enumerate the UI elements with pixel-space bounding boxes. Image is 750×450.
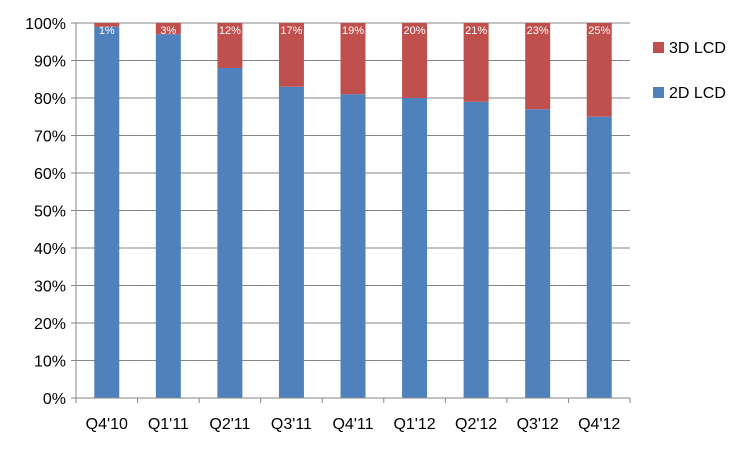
x-tick-label: Q2'11	[209, 416, 250, 433]
bar-2d-lcd	[463, 101, 489, 398]
bar-2d-lcd	[340, 94, 366, 398]
bar-3d-lcd	[155, 23, 181, 35]
data-label: 21%	[465, 25, 487, 37]
data-label: 20%	[404, 25, 426, 37]
bar-3d-lcd	[94, 23, 120, 27]
x-tick-label: Q4'12	[578, 416, 620, 433]
x-tick-label: Q4'10	[86, 416, 128, 433]
x-tick-label: Q3'12	[517, 416, 559, 433]
x-tick-label: Q1'12	[393, 416, 435, 433]
legend-swatch	[653, 42, 664, 53]
bar-2d-lcd	[155, 34, 181, 398]
data-label: 17%	[280, 25, 302, 37]
data-label: 12%	[219, 25, 241, 37]
y-tick-label: 0%	[43, 391, 66, 408]
bar-3d-lcd	[525, 23, 551, 110]
y-axis-ticks: 0% 10% 20% 30% 40% 50% 60% 70% 80% 90% 100%	[25, 16, 76, 408]
bar-2d-lcd	[525, 109, 551, 398]
data-label: 23%	[527, 25, 549, 37]
x-tick-label: Q1'11	[148, 416, 189, 433]
legend-label: 3D LCD	[669, 40, 726, 57]
data-label: 25%	[588, 25, 610, 37]
y-tick-label: 30%	[34, 279, 66, 296]
data-label: 19%	[342, 25, 364, 37]
bars	[94, 23, 612, 398]
data-labels: 1% 3% 12% 17% 19% 20% 21% 23% 25%	[99, 25, 611, 37]
y-tick-label: 10%	[34, 354, 66, 371]
legend: 3D LCD 2D LCD	[653, 40, 726, 102]
bar-2d-lcd	[402, 98, 428, 398]
bar-2d-lcd	[217, 68, 243, 398]
x-tick-label: Q2'12	[455, 416, 497, 433]
bar-3d-lcd	[340, 23, 366, 95]
x-tick-label: Q3'11	[271, 416, 312, 433]
legend-swatch	[653, 87, 664, 98]
bar-3d-lcd	[586, 23, 612, 117]
bar-3d-lcd	[402, 23, 428, 98]
y-tick-label: 80%	[34, 91, 66, 108]
y-tick-label: 40%	[34, 241, 66, 258]
bar-3d-lcd	[463, 23, 489, 102]
x-axis-ticks: Q4'10 Q1'11 Q2'11 Q3'11 Q4'11 Q1'12 Q2'12 Q3'12…	[75, 398, 631, 433]
y-tick-label: 70%	[34, 129, 66, 146]
x-tick-label: Q4'11	[332, 416, 373, 433]
bar-2d-lcd	[586, 116, 612, 398]
bar-3d-lcd	[217, 23, 243, 68]
y-tick-label: 50%	[34, 204, 66, 221]
bar-3d-lcd	[278, 23, 304, 87]
legend-label: 2D LCD	[669, 85, 726, 102]
y-tick-label: 20%	[34, 316, 66, 333]
bar-2d-lcd	[278, 86, 304, 398]
y-tick-label: 60%	[34, 166, 66, 183]
y-tick-label: 90%	[34, 54, 66, 71]
bar-2d-lcd	[94, 26, 120, 398]
y-tick-label: 100%	[25, 16, 66, 33]
data-label: 1%	[99, 25, 115, 37]
data-label: 3%	[160, 25, 176, 37]
